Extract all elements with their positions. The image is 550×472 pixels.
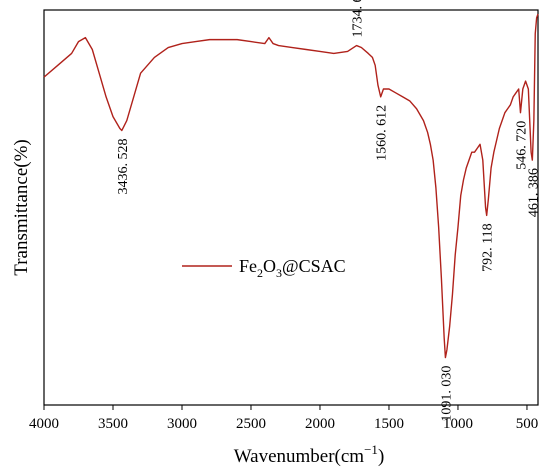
peak-label: 546. 720 <box>514 121 529 170</box>
x-axis-label-end: ) <box>378 446 384 467</box>
legend-subscript: 3 <box>276 266 282 280</box>
legend-text: O <box>263 256 276 276</box>
x-axis-label: Wavenumber(cm−1) <box>234 442 385 467</box>
x-tick-label: 2000 <box>305 416 335 432</box>
x-tick-label: 1500 <box>374 416 404 432</box>
x-axis-label-sup: −1 <box>364 442 378 457</box>
x-tick-label: 3000 <box>167 416 197 432</box>
peak-label: 792. 118 <box>481 223 496 271</box>
plot-frame <box>43 9 539 406</box>
x-tick-label: 4000 <box>29 416 59 432</box>
y-axis-label: Transmittance(%) <box>11 139 32 276</box>
x-tick-label: 1000 <box>443 416 473 432</box>
series-line <box>43 13 539 359</box>
legend-label: Fe2O3@CSAC <box>239 256 346 280</box>
peak-label: 1560. 612 <box>375 105 390 161</box>
peak-label: 3436. 528 <box>116 138 131 194</box>
x-axis-label-main: Wavenumber(cm <box>234 446 365 467</box>
legend-text: @CSAC <box>282 256 346 276</box>
peak-label: 461. 386 <box>526 168 541 217</box>
peak-label: 1091. 030 <box>439 366 454 422</box>
legend-subscript: 2 <box>257 266 263 280</box>
x-tick-label: 3500 <box>98 416 128 432</box>
x-tick-label: 2500 <box>236 416 266 432</box>
legend-text: Fe <box>239 256 257 276</box>
peak-label: 1734. 656 <box>351 0 366 38</box>
x-tick-label: 500 <box>516 416 539 432</box>
